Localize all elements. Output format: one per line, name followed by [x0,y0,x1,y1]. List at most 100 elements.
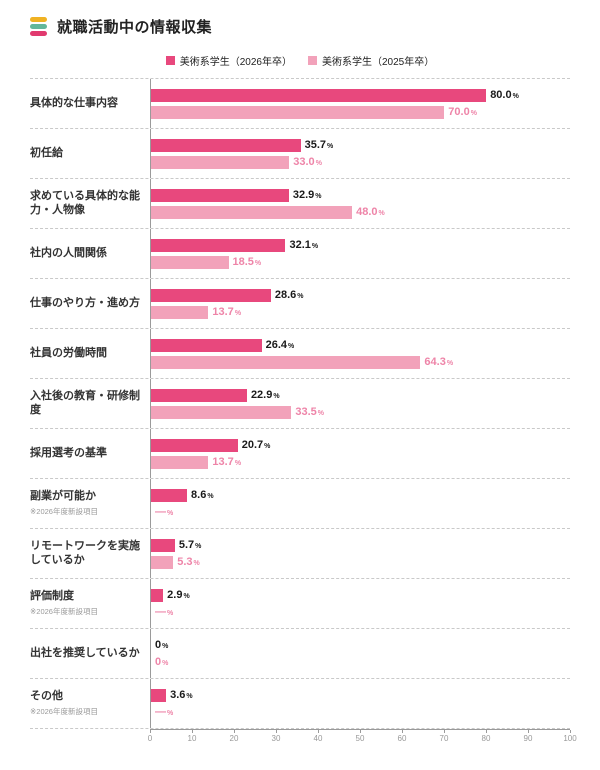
axis-tick-mark [444,730,445,733]
bar-line-series-1: 32.9% [151,187,570,204]
value-label-series-1: 22.9% [250,388,280,401]
value-label-series-1: 8.6% [191,488,214,501]
bar-series-2 [151,355,421,369]
bar-series-1 [151,538,175,552]
percent-sign: % [186,692,193,700]
percent-sign: % [288,342,295,350]
percent-sign: % [315,159,322,167]
axis-tick-label: 10 [187,734,197,743]
percent-sign: % [195,542,202,550]
value-label-series-1: 5.7% [178,538,202,551]
percent-sign: % [234,459,242,467]
bar-line-series-2: 13.7% [151,304,570,321]
category-footnote: ※2026年度新設項目 [30,607,98,617]
value-label-series-2: 64.3% [424,355,454,368]
value-label-series-2: 18.5% [232,255,262,268]
percent-sign: % [378,209,385,217]
value-label-series-1: 20.7% [241,438,271,451]
category-label-cell: 副業が可能か ※2026年度新設項目 [30,490,150,518]
legend-item-2026: 美術系学生（2026年卒） [165,53,292,68]
category-label: 社内の人間関係 [30,246,107,259]
chart-row: 仕事のやり方・進め方 28.6% 13.7% [30,279,570,329]
value-label-series-2: 33.0% [293,155,322,168]
bar-series-2 [151,555,174,569]
bar-chart: 具体的な仕事内容 80.0% 70.0% 初任給 35.7% 33.0% 求めている具体的な… [30,78,577,748]
chart-rows: 具体的な仕事内容 80.0% 70.0% 初任給 35.7% 33.0% 求めている具体的な… [30,78,570,729]
percent-sign: % [207,492,214,500]
bar-series-2 [151,255,229,269]
category-label-cell: 社内の人間関係 [30,247,150,261]
chart-row: 初任給 35.7% 33.0% [30,129,570,179]
value-label-series-1: 3.6% [170,688,193,701]
percent-sign: % [317,409,325,417]
value-label-series-2: 13.7% [212,455,242,468]
bar-series-1 [151,488,188,502]
axis-tick-label: 100 [563,734,577,743]
percent-sign: % [273,392,280,400]
category-footnote: ※2026年度新設項目 [30,707,98,717]
bars-cell: 32.1% 18.5% [150,229,570,278]
category-label-cell: その他 ※2026年度新設項目 [30,690,150,718]
bar-series-2 [151,105,445,119]
bar-line-series-1: 0% [151,637,570,654]
percent-sign: % [297,292,304,300]
axis-tick-label: 20 [229,734,239,743]
bar-line-series-1: 32.1% [151,237,570,254]
bar-series-1 [151,288,271,302]
percent-sign: % [254,259,262,267]
bar-series-1 [151,88,487,102]
category-label: 社員の労働時間 [30,346,107,359]
bar-line-series-2: 5.3% [151,554,570,571]
chart-row: 副業が可能か ※2026年度新設項目 8.6% —% [30,479,570,529]
percent-sign: % [167,609,174,617]
axis-tick-label: 80 [481,734,491,743]
value-label-series-1: 35.7% [304,138,334,151]
bars-cell: 8.6% —% [150,479,570,528]
category-label: 採用選考の基準 [30,446,107,459]
category-label: 評価制度 [30,589,74,602]
bar-line-series-2: 70.0% [151,104,570,121]
category-label-cell: 採用選考の基準 [30,447,150,461]
value-label-series-1: 26.4% [265,338,295,351]
bar-line-series-2: —% [151,604,570,621]
category-footnote: ※2026年度新設項目 [30,507,98,517]
value-label-series-1: 80.0% [490,88,519,101]
category-label: 求めている具体的な能力・人物像 [30,189,140,216]
percent-sign: % [470,109,477,117]
percent-sign: % [234,309,242,317]
value-label-series-1: 0% [155,638,169,651]
percent-sign: % [311,242,319,250]
value-label-series-1: 32.1% [289,238,319,251]
category-label-cell: 具体的な仕事内容 [30,97,150,111]
percent-sign: % [162,659,169,667]
percent-sign: % [193,559,200,567]
logo-bar-yellow [30,17,47,22]
page-header: 就職活動中の情報収集 [0,0,600,37]
bar-series-1 [151,388,247,402]
value-label-series-2: 33.5% [295,405,325,418]
value-label-series-1: 32.9% [292,188,322,201]
logo-bar-pink [30,31,47,36]
chart-row: 社内の人間関係 32.1% 18.5% [30,229,570,279]
bar-series-2 [151,205,353,219]
axis-tick-label: 90 [523,734,533,743]
value-label-series-2: 48.0% [356,205,385,218]
bar-line-series-2: 48.0% [151,204,570,221]
category-label-cell: リモートワークを実施しているか [30,540,150,568]
percent-sign: % [167,509,174,517]
axis-tick-label: 50 [355,734,365,743]
axis-tick-label: 60 [397,734,407,743]
chart-row: 入社後の教育・研修制度 22.9% 33.5% [30,379,570,429]
bars-cell: 20.7% 13.7% [150,429,570,478]
bars-cell: 5.7% 5.3% [150,529,570,578]
bar-line-series-1: 5.7% [151,537,570,554]
x-axis: 0 10 20 30 40 50 60 70 80 90 100 [148,729,577,748]
category-label-cell: 評価制度 ※2026年度新設項目 [30,590,150,618]
bars-cell: 3.6% —% [150,679,570,728]
percent-sign: % [512,92,519,100]
bar-line-series-2: 18.5% [151,254,570,271]
percent-sign: % [162,642,169,650]
chart-legend: 美術系学生（2026年卒） 美術系学生（2025年卒） [0,53,600,68]
bar-series-1 [151,138,301,152]
bar-series-1 [151,688,167,702]
